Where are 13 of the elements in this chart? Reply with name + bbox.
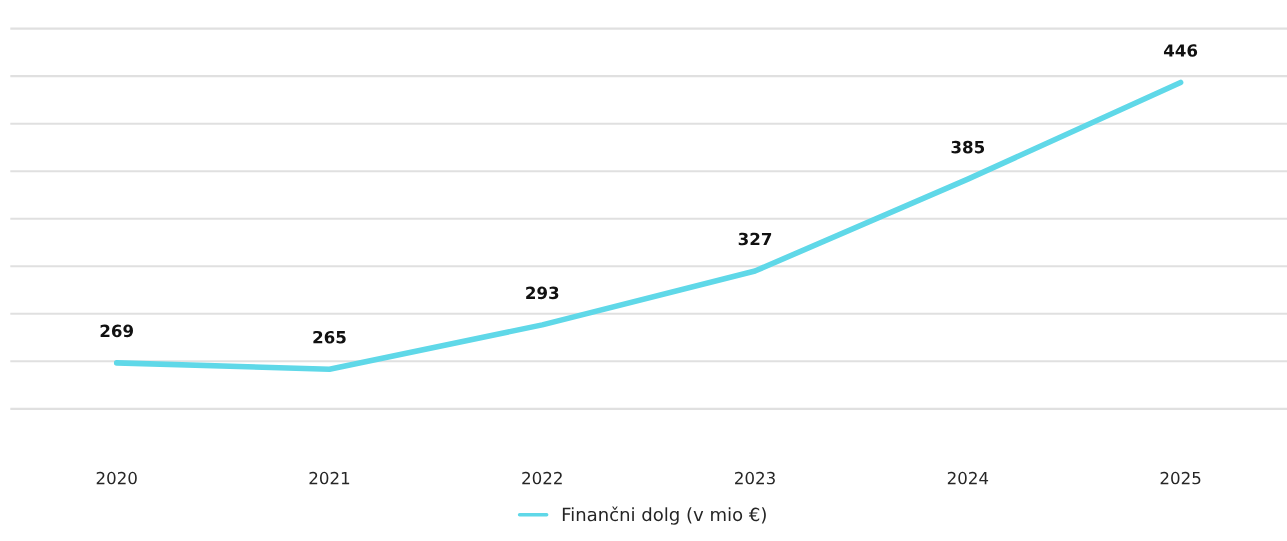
x-tick-label: 2021 [309, 471, 350, 485]
x-tick-label: 2025 [1160, 471, 1201, 485]
x-tick-label: 2020 [96, 471, 137, 485]
data-label: 269 [100, 324, 134, 338]
data-label: 385 [951, 140, 985, 154]
data-label: 293 [526, 286, 559, 300]
legend-label: Finančni dolg (v mio €) [562, 506, 766, 525]
x-tick-label: 2024 [947, 471, 989, 485]
x-tick-label: 2022 [522, 471, 562, 485]
x-tick-label: 2023 [735, 471, 775, 485]
data-label: 265 [313, 330, 346, 344]
data-label: 327 [738, 232, 772, 246]
data-label: 446 [1163, 44, 1198, 57]
